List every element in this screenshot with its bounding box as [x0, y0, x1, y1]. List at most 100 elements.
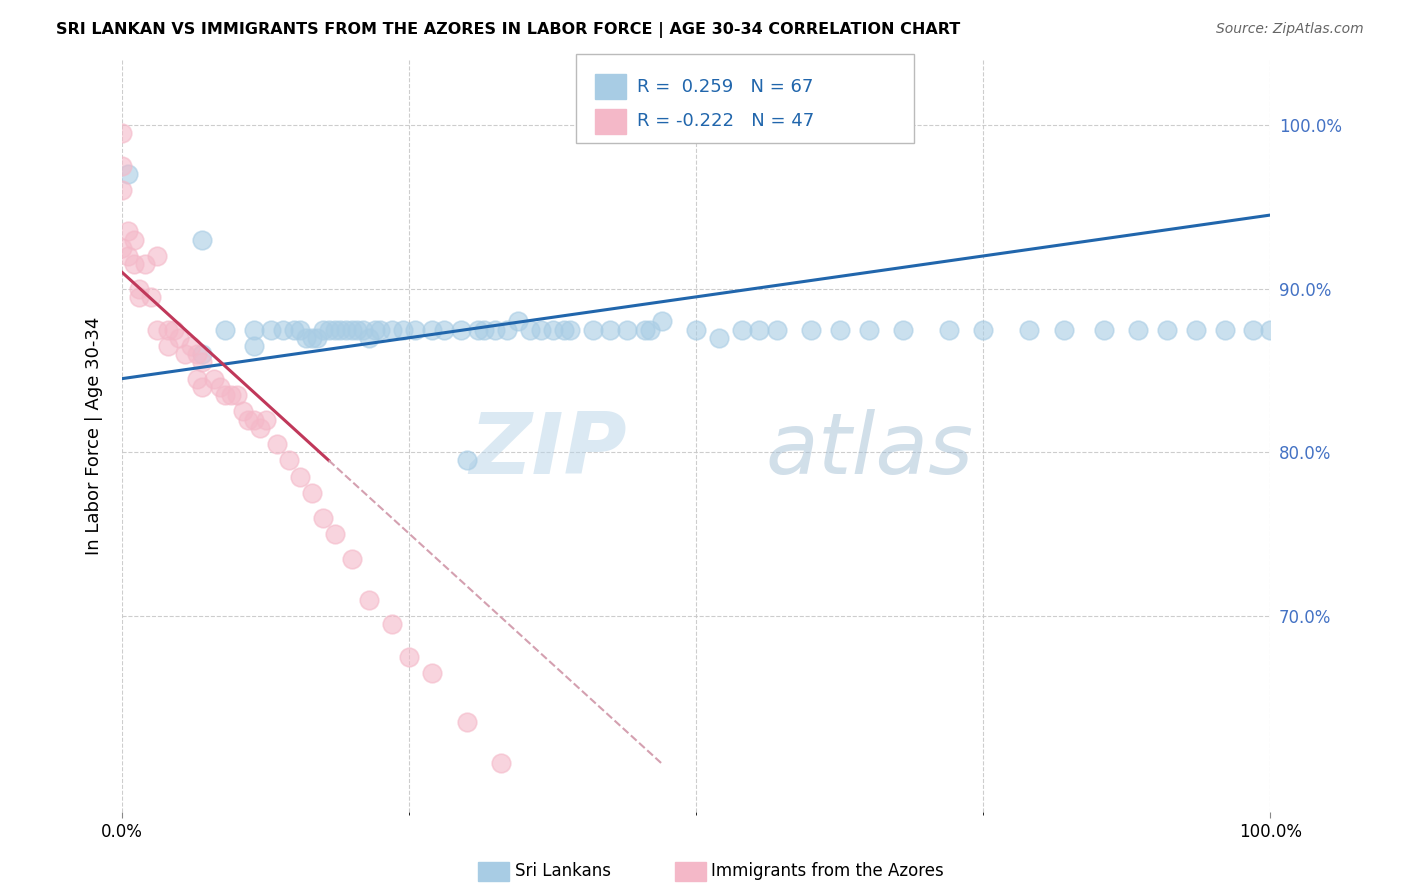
Point — [111, 159, 134, 173]
Point — [357, 592, 380, 607]
Point — [156, 339, 179, 353]
Point — [214, 322, 236, 336]
Text: Source: ZipAtlas.com: Source: ZipAtlas.com — [1216, 22, 1364, 37]
Point — [1156, 322, 1178, 336]
Point — [180, 339, 202, 353]
Point — [174, 347, 197, 361]
Point — [685, 322, 707, 336]
Point — [243, 339, 266, 353]
Point — [238, 412, 260, 426]
Point — [1053, 322, 1076, 336]
Text: atlas: atlas — [765, 409, 973, 492]
Point — [208, 380, 231, 394]
Point — [335, 322, 357, 336]
Point — [858, 322, 880, 336]
Point — [541, 322, 564, 336]
Text: ZIP: ZIP — [470, 409, 627, 492]
Point — [398, 649, 420, 664]
Point — [370, 322, 392, 336]
Point — [134, 257, 156, 271]
Point — [288, 322, 311, 336]
Point — [191, 233, 214, 247]
Point — [748, 322, 770, 336]
Point — [145, 322, 167, 336]
Point — [404, 322, 426, 336]
Point — [277, 453, 299, 467]
Point — [1260, 322, 1282, 336]
Point — [294, 331, 316, 345]
Point — [111, 241, 134, 255]
Point — [186, 347, 208, 361]
Point — [891, 322, 914, 336]
Point — [243, 412, 266, 426]
Point — [1018, 322, 1040, 336]
Point — [249, 421, 271, 435]
Point — [214, 388, 236, 402]
Point — [553, 322, 575, 336]
Point — [260, 322, 283, 336]
Point — [938, 322, 960, 336]
Point — [582, 322, 605, 336]
Point — [128, 282, 150, 296]
Point — [420, 322, 443, 336]
Point — [111, 126, 134, 140]
Point — [122, 257, 145, 271]
Point — [329, 322, 352, 336]
Point — [616, 322, 638, 336]
Point — [484, 322, 506, 336]
Point — [1241, 322, 1264, 336]
Point — [381, 322, 404, 336]
Point — [323, 527, 346, 541]
Point — [266, 437, 288, 451]
Point — [318, 322, 340, 336]
Point — [456, 715, 478, 730]
Point — [117, 167, 139, 181]
Point — [828, 322, 851, 336]
Point — [495, 322, 517, 336]
Point — [357, 331, 380, 345]
Point — [599, 322, 621, 336]
Text: SRI LANKAN VS IMMIGRANTS FROM THE AZORES IN LABOR FORCE | AGE 30-34 CORRELATION : SRI LANKAN VS IMMIGRANTS FROM THE AZORES… — [56, 22, 960, 38]
Point — [633, 322, 655, 336]
Point — [288, 470, 311, 484]
Point — [530, 322, 553, 336]
Point — [232, 404, 254, 418]
Point — [271, 322, 294, 336]
Point — [111, 184, 134, 198]
Point — [312, 322, 335, 336]
Point — [472, 322, 495, 336]
Text: Immigrants from the Azores: Immigrants from the Azores — [711, 863, 945, 880]
Point — [1092, 322, 1115, 336]
Point — [346, 322, 368, 336]
Point — [640, 322, 662, 336]
Point — [489, 756, 512, 771]
Point — [139, 290, 162, 304]
Text: R =  0.259   N = 67: R = 0.259 N = 67 — [637, 78, 813, 95]
Point — [191, 380, 214, 394]
Point — [467, 322, 489, 336]
Y-axis label: In Labor Force | Age 30-34: In Labor Force | Age 30-34 — [86, 317, 103, 555]
Point — [225, 388, 247, 402]
Point — [243, 322, 266, 336]
Point — [340, 322, 363, 336]
Point — [117, 224, 139, 238]
Point — [508, 314, 530, 328]
Point — [651, 314, 673, 328]
Point — [191, 347, 214, 361]
Point — [301, 486, 323, 500]
Point — [254, 412, 277, 426]
Point — [381, 617, 404, 632]
Point — [519, 322, 541, 336]
Point — [765, 322, 787, 336]
Point — [219, 388, 242, 402]
Point — [558, 322, 581, 336]
Point — [283, 322, 305, 336]
Point — [191, 355, 214, 369]
Point — [323, 322, 346, 336]
Point — [301, 331, 323, 345]
Point — [128, 290, 150, 304]
Point — [307, 331, 329, 345]
Text: R = -0.222   N = 47: R = -0.222 N = 47 — [637, 112, 814, 130]
Point — [972, 322, 994, 336]
Point — [392, 322, 415, 336]
